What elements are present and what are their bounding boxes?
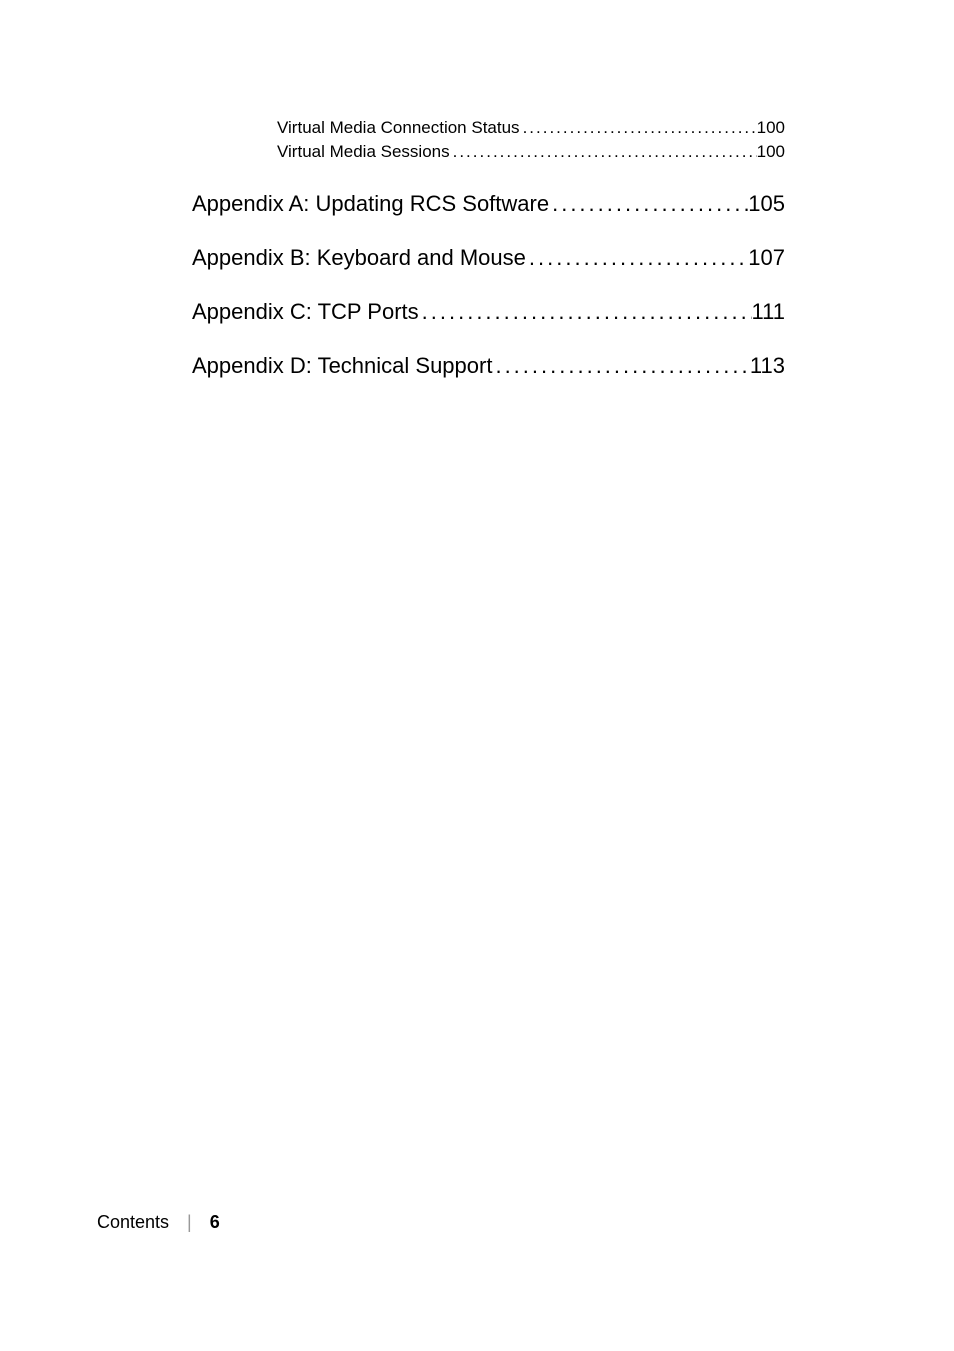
- toc-entry-title: Virtual Media Connection Status: [277, 116, 520, 140]
- toc-entry-page: 100: [757, 116, 785, 140]
- toc-entry-page: 100: [757, 140, 785, 164]
- toc-entry-title: Appendix C: TCP Ports: [192, 298, 419, 326]
- toc-entry-title: Appendix B: Keyboard and Mouse: [192, 244, 526, 272]
- footer-page-number: 6: [210, 1212, 220, 1233]
- toc-entry-dots: ........................................…: [526, 244, 748, 272]
- page-content: Virtual Media Connection Status.........…: [0, 0, 954, 380]
- toc-entry-title: Virtual Media Sessions: [277, 140, 450, 164]
- footer-divider: |: [187, 1212, 192, 1233]
- toc-entry: Appendix B: Keyboard and Mouse..........…: [192, 244, 785, 272]
- toc-entry: Virtual Media Sessions..................…: [192, 140, 785, 164]
- toc-list: Virtual Media Connection Status.........…: [192, 116, 785, 380]
- toc-entry-dots: ........................................…: [492, 352, 749, 380]
- toc-entry-dots: ........................................…: [419, 298, 752, 326]
- page-footer: Contents | 6: [97, 1212, 220, 1233]
- toc-entry-page: 113: [750, 352, 785, 380]
- toc-entry: Appendix C: TCP Ports...................…: [192, 298, 785, 326]
- toc-entry-page: 107: [748, 244, 785, 272]
- toc-entry-page: 111: [752, 298, 785, 326]
- toc-entry-dots: ........................................…: [549, 190, 748, 218]
- toc-entry-title: Appendix A: Updating RCS Software: [192, 190, 549, 218]
- toc-entry: Appendix D: Technical Support...........…: [192, 352, 785, 380]
- toc-entry: Appendix A: Updating RCS Software.......…: [192, 190, 785, 218]
- footer-section-label: Contents: [97, 1212, 169, 1233]
- toc-entry-dots: ........................................…: [450, 140, 757, 164]
- toc-entry-dots: ........................................…: [520, 116, 757, 140]
- toc-entry: Virtual Media Connection Status.........…: [192, 116, 785, 140]
- toc-entry-title: Appendix D: Technical Support: [192, 352, 492, 380]
- toc-entry-page: 105: [748, 190, 785, 218]
